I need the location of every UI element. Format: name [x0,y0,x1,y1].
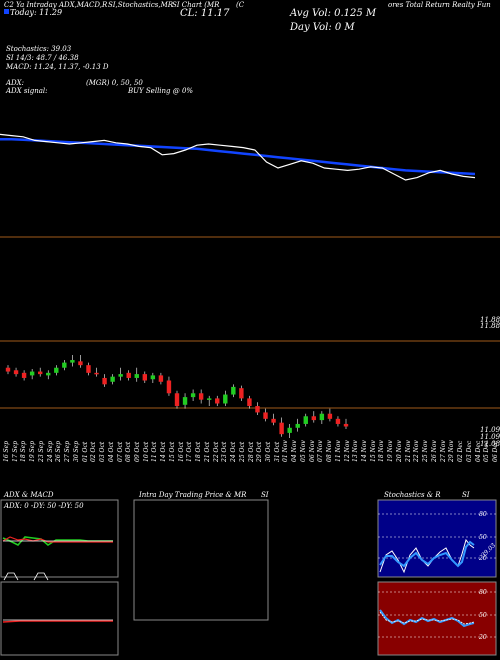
candle-body [46,372,51,376]
candle-body [70,360,75,363]
stoch-tick-50: 50 [479,534,487,541]
candle-body [223,394,228,404]
adx-hump-1 [3,572,19,581]
stochastics-panel [377,499,497,578]
candle-body [335,418,341,424]
price-label-top2: 11.88 [480,322,500,330]
candle-body [279,422,284,435]
adx-hump-2 [33,572,49,581]
candle-body [182,397,188,405]
candle-body [255,406,260,413]
adx-minus-line [2,536,113,543]
candle-body [206,398,212,400]
candle-body [166,380,172,394]
candle-body [86,365,91,373]
candlestick-series [5,354,349,438]
intraday-panel-title-2: SI [261,491,269,499]
stoch-panel-title: Stochastics & R [384,491,441,499]
price-label-bottom1: 11.09 [480,426,500,434]
rsi-tick-50: 50 [479,612,487,619]
stoch-tick-20: 20 [479,555,487,562]
candle-body [239,388,244,399]
header-line1-mid3: (C [236,1,245,9]
candle-body [62,362,67,368]
header-line1-left: C2 Ya Intraday ADX,MACD,R [4,1,108,9]
stoch-tick-80: 80 [479,511,487,518]
rsi-tick-20: 20 [479,634,487,641]
adx-panel-readout: ADX: 0 -DY: 50 -DY: 50 [4,502,84,510]
candle-body [118,374,123,377]
candle-body [13,370,19,375]
candle-body [215,398,220,404]
candle-body [158,375,164,382]
candle-body [198,393,204,400]
candle-body [126,372,131,378]
adx-values: (MGR) 0, 50, 50 [86,79,143,87]
buy-selling-readout: BUY Selling @ 0% [128,87,194,95]
price-label-bottom2: 11.09 [480,433,500,441]
candle-body [190,393,196,398]
candle-body [110,376,115,382]
header-line1-right: ores Total Return Realty Fun [388,1,491,9]
stoch-panel-title-2: SI [462,491,470,499]
adx-panel-title: ADX & MACD [4,491,54,499]
stochastics-readout: Stochastics: 39.03 [6,45,72,53]
candle-body [94,372,99,375]
header-line1-mid2: SI Chart (MR [172,1,220,9]
price-line [0,133,476,181]
rsi-line [379,609,475,628]
candle-body [21,372,27,378]
intraday-panel-title: Intra Day Trading Price & MR [139,491,247,499]
intraday-panel [133,499,269,621]
ticker-marker [4,9,9,14]
candle-body [37,371,43,375]
candle-body [343,423,349,427]
candle-body [327,413,333,419]
adx-label: ADX: [6,79,25,87]
rsi-panel [377,581,497,656]
adx-signal-label: ADX signal: [6,87,48,95]
price-label-bottom3: 11.08 [480,440,500,448]
candle-body [174,393,180,407]
candle-body [150,375,156,380]
candle-body [231,386,236,395]
stoch-d-line [379,540,475,568]
header-line1-mid1: SI,Stochastics,MR [108,1,174,9]
day-volume: Day Vol: 0 M [290,22,355,33]
si-readout: SI 14/3: 48.7 / 46.38 [6,54,79,62]
price-label-top: 11.88 [480,316,500,324]
candle-body [303,416,308,424]
candle-body [134,374,139,378]
candle-body [311,416,317,421]
close-value: CL: 11.17 [180,8,230,19]
candle-body [295,423,300,428]
macd-readout: MACD: 11.24, 11.37, -0.13 D [6,63,109,71]
candle-body [271,418,276,423]
candle-body [102,377,107,385]
avg-volume: Avg Vol: 0.125 M [290,8,377,19]
candle-body [142,374,148,381]
adx-panel [0,499,119,578]
candle-body [263,412,268,419]
rsi-tick-80: 80 [479,589,487,596]
today-value: Today: 11.29 [10,8,63,17]
candle-body [247,398,252,407]
macd-signal-line [2,620,113,623]
candle-body [319,413,325,421]
macd-panel [0,581,119,656]
price-ma-series [0,133,476,181]
candle-body [29,371,35,376]
candle-body [78,361,83,366]
candle-body [5,367,11,372]
candle-body [287,427,292,433]
candle-body [54,367,59,373]
